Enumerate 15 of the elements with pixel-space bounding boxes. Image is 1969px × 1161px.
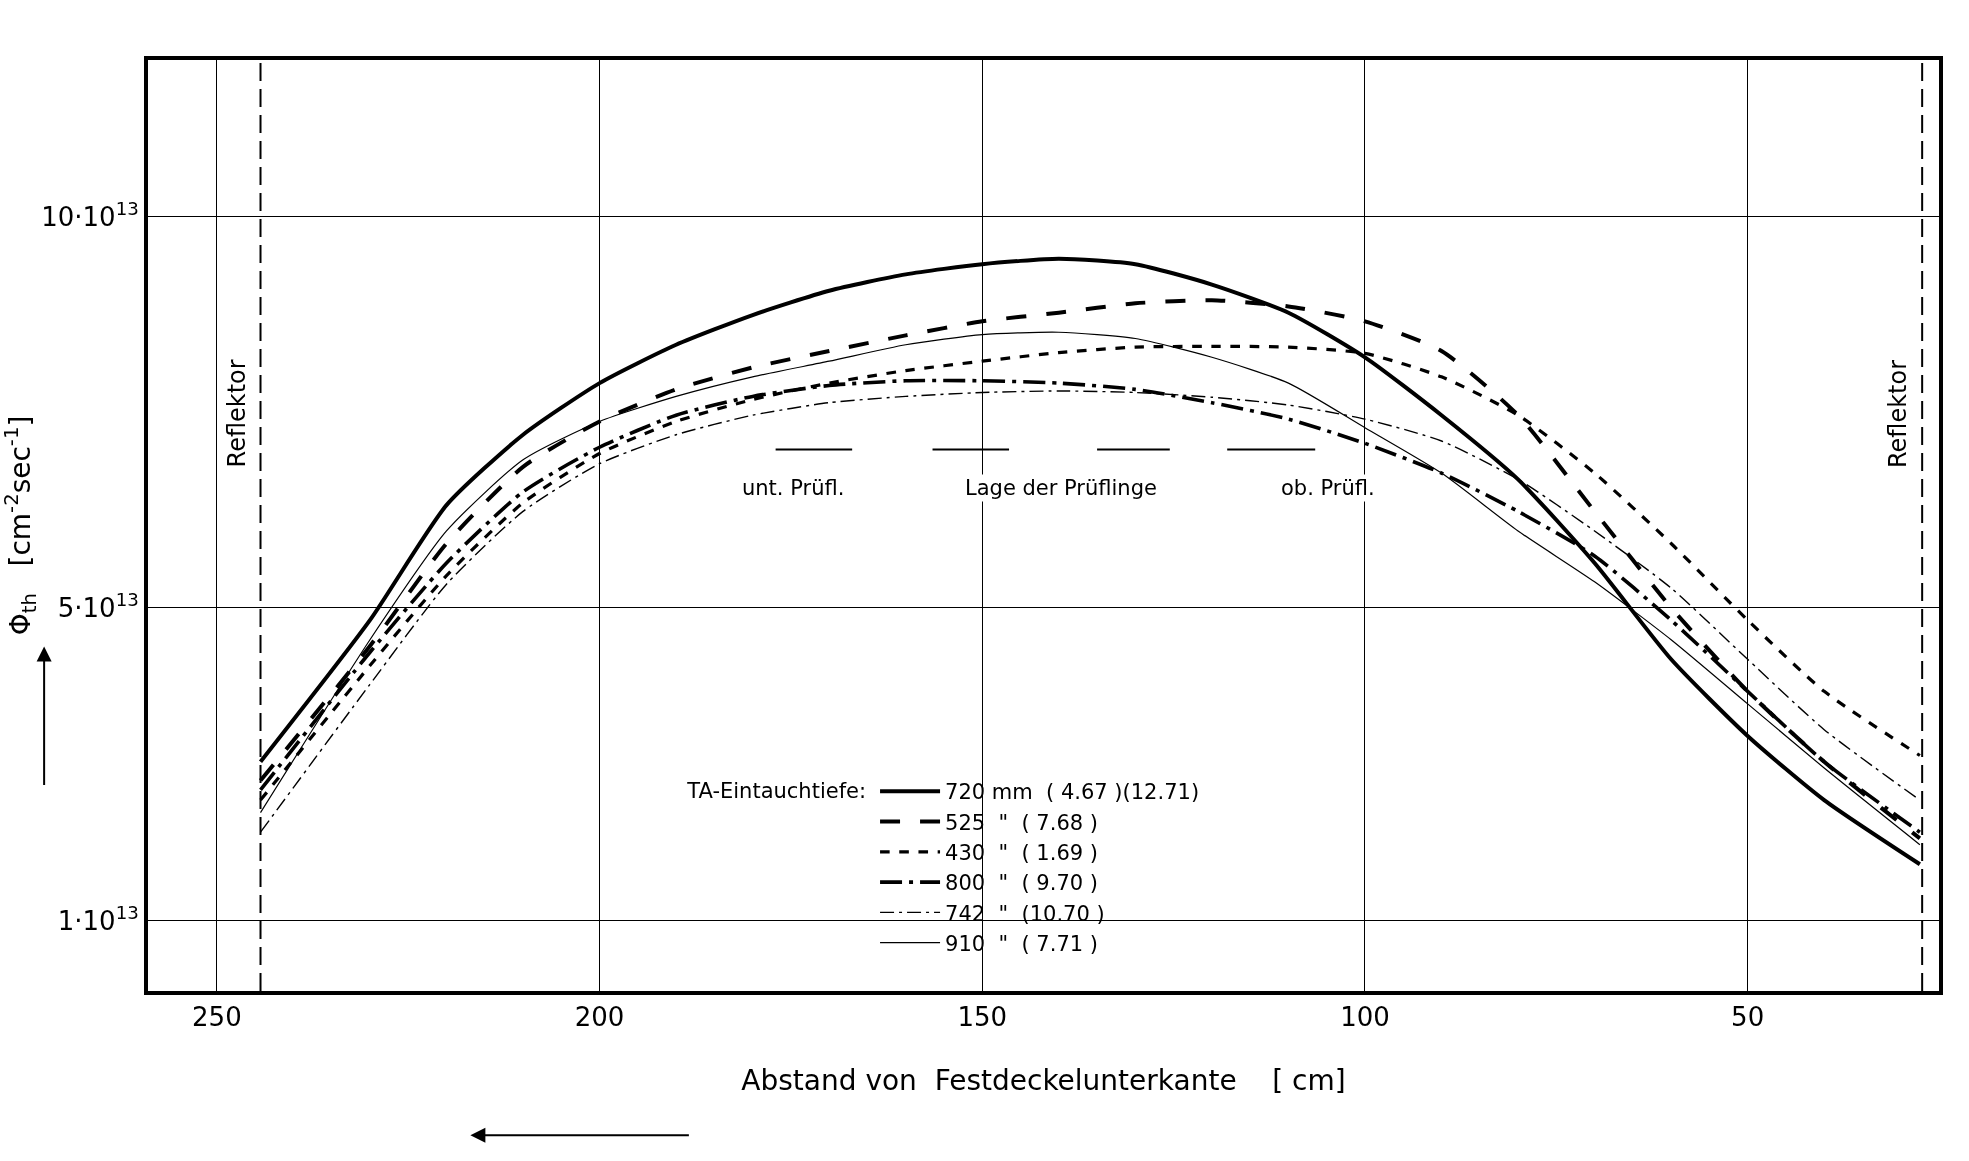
annotation: ob. Prüfl. xyxy=(1281,476,1375,500)
y-tick-label: 5·10$^{13}$ xyxy=(57,588,139,623)
annotation: unt. Prüfl. xyxy=(742,476,845,500)
y-tick-label: 1·10$^{13}$ xyxy=(57,901,139,936)
x-tick-label: 50 xyxy=(1731,1002,1765,1033)
y-tick-label: 10·10$^{13}$ xyxy=(41,197,139,232)
ref-line-label: Reflektor xyxy=(222,359,251,468)
annotation: Lage der Prüflinge xyxy=(965,476,1157,500)
x-tick-label: 250 xyxy=(192,1002,242,1033)
x-tick-label: 200 xyxy=(574,1002,625,1033)
x-axis-title: Abstand von Festdeckelunterkante [ cm] xyxy=(741,1063,1346,1097)
x-tick-label: 100 xyxy=(1340,1002,1390,1033)
x-tick-label: 150 xyxy=(957,1002,1008,1033)
ref-line-label: Reflektor xyxy=(1884,359,1913,469)
legend-title: TA-Eintauchtiefe: xyxy=(686,779,867,804)
